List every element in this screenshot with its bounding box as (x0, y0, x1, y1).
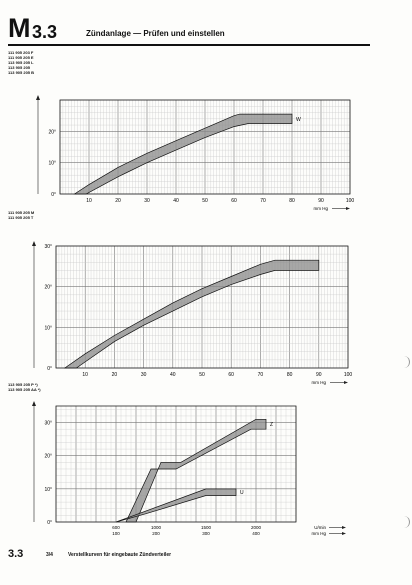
x-tick-label: 50 (202, 198, 208, 204)
y-tick-label: 0° (51, 192, 56, 198)
advance-curve-chart-1: 20° 10° 0° 10 20 30 40 50 60 70 80 90 100 mm Hg W (36, 95, 355, 211)
x-tick-label-rpm: 2000 (251, 525, 262, 530)
band-label-secondary: U (240, 490, 244, 496)
y-tick-label: 30° (44, 421, 52, 427)
y-tick-label: 30° (44, 244, 52, 250)
x-axis-arrowhead (344, 381, 348, 384)
x-axis-label-vacuum: mm Hg (312, 531, 327, 536)
advance-curve-band-secondary (115, 488, 237, 523)
x-tick-label-vacuum: 300 (202, 531, 210, 536)
advance-curve-chart-2: 30° 20° 10° 0° 10 20 30 40 50 60 70 80 90 100 mm Hg (32, 241, 353, 385)
x-tick-label: 10 (82, 372, 88, 378)
x-tick-label: 70 (260, 198, 266, 204)
plot-frame (59, 99, 351, 195)
x-tick-label: 90 (316, 372, 322, 378)
x-tick-label-rpm: 600 (112, 525, 120, 530)
section-letter: M (8, 13, 30, 43)
x-tick-label: 60 (228, 372, 234, 378)
y-tick-label: 10° (44, 325, 52, 331)
footer-subnumber: 3/4 (46, 552, 53, 558)
advance-curve-band (63, 259, 320, 369)
part-number: 113 905 205 B (8, 70, 35, 75)
x-axis-arrowhead (342, 532, 346, 535)
footer-number: 3.3 (8, 548, 24, 560)
x-tick-label: 50 (199, 372, 205, 378)
x-tick-label-vacuum: 100 (112, 531, 120, 536)
x-axis-arrowhead (346, 207, 350, 210)
plot-frame (55, 245, 349, 369)
y-tick-label: 10° (44, 487, 52, 493)
x-tick-label: 10 (86, 198, 92, 204)
x-tick-label-rpm: 1000 (151, 525, 162, 530)
x-tick-label: 70 (258, 372, 264, 378)
x-tick-label: 40 (170, 372, 176, 378)
y-axis-arrowhead (32, 241, 36, 246)
y-tick-label: 0° (47, 366, 52, 372)
x-tick-label: 100 (344, 372, 353, 378)
x-tick-label-vacuum: 400 (252, 531, 260, 536)
section-number: 3.3 (32, 22, 58, 42)
x-tick-label-rpm: 1500 (201, 525, 212, 530)
chart-2-part-list: 111 905 205 M 111 905 205 T (8, 210, 34, 220)
advance-curve-band (125, 418, 267, 523)
y-tick-label: 0° (47, 520, 52, 526)
x-tick-label: 80 (289, 198, 295, 204)
x-axis-label: mm Hg (312, 380, 327, 385)
x-tick-label: 60 (231, 198, 237, 204)
advance-curve-chart-3: 30° 20° 10° 0° 600 1000 1500 2000 100 200 300 400 U/… (32, 401, 346, 536)
plot-frame (55, 405, 297, 523)
y-tick-label: 10° (48, 161, 56, 167)
x-tick-label: 30 (141, 372, 147, 378)
x-tick-label: 100 (346, 198, 355, 204)
part-number: 111 905 203 F (8, 50, 34, 55)
y-tick-label: 20° (48, 129, 56, 135)
x-tick-label: 90 (318, 198, 324, 204)
x-tick-label-vacuum: 200 (152, 531, 160, 536)
part-number: 113 905 205 (8, 65, 31, 70)
x-tick-label: 20 (112, 372, 118, 378)
footer-title: Verstellkurven für eingebaute Zündvertei… (68, 552, 172, 558)
part-number: 111 905 205 M (8, 210, 35, 215)
x-tick-label: 40 (173, 198, 179, 204)
x-tick-label: 30 (144, 198, 150, 204)
x-tick-label: 80 (287, 372, 293, 378)
band-label: Z (270, 422, 273, 428)
x-axis-label: mm Hg (314, 206, 329, 211)
part-number: 111 905 205 T (8, 215, 34, 220)
chart-1-part-list: 111 905 203 F 111 905 205 E 113 905 205 … (8, 50, 34, 75)
advance-curve-band (73, 113, 293, 195)
y-axis-arrowhead (32, 401, 36, 406)
y-tick-label: 20° (44, 285, 52, 291)
y-tick-label: 20° (44, 454, 52, 460)
section-title: Zündanlage — Prüfen und einstellen (86, 29, 225, 38)
band-label: W (296, 117, 301, 123)
header-rule (8, 44, 370, 46)
part-number: 111 905 205 E (8, 55, 34, 60)
page-edge-mark (399, 356, 410, 368)
chart-3-part-list: 113 905 205 P *) 113 905 205 AA *) (8, 382, 41, 392)
y-axis-arrowhead (36, 95, 40, 100)
x-axis-label-rpm: U/min (314, 525, 326, 530)
part-number: 113 905 205 AA *) (8, 387, 41, 392)
part-number: 113 905 205 P *) (8, 382, 38, 387)
x-axis-arrowhead (342, 526, 346, 529)
x-tick-label: 20 (115, 198, 121, 204)
page-edge-mark (399, 516, 410, 528)
part-number: 113 905 205 L (8, 60, 34, 65)
